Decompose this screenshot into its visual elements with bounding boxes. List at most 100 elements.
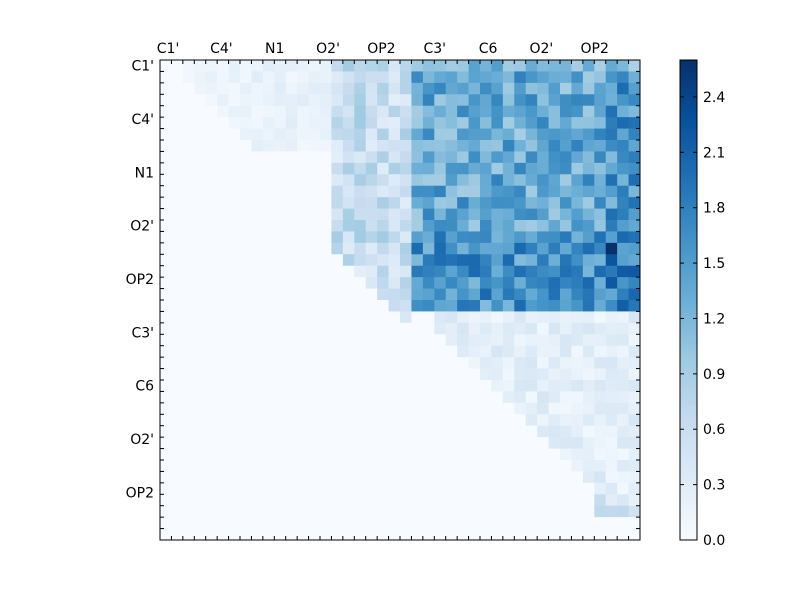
heatmap-cell xyxy=(525,185,538,198)
heatmap-cell xyxy=(182,60,195,72)
heatmap-cell xyxy=(331,357,344,369)
heatmap-cell xyxy=(480,402,492,415)
heatmap-cell xyxy=(445,60,458,72)
heatmap-cell xyxy=(560,357,572,369)
heatmap-cell xyxy=(628,402,641,415)
heatmap-cell xyxy=(297,254,309,267)
heatmap-cell xyxy=(480,71,492,84)
heatmap-cell xyxy=(365,265,378,278)
heatmap-cell xyxy=(297,414,309,427)
heatmap-cell xyxy=(388,322,401,335)
heatmap-cell xyxy=(617,140,629,152)
heatmap-cell xyxy=(331,460,344,472)
heatmap-cell xyxy=(160,197,172,209)
heatmap-cell xyxy=(560,60,572,72)
heatmap-cell xyxy=(205,517,218,529)
heatmap-cell xyxy=(354,391,367,404)
heatmap-cell xyxy=(354,482,367,495)
heatmap-cell xyxy=(171,231,184,244)
heatmap-cell xyxy=(594,517,607,529)
heatmap-cell xyxy=(182,391,195,404)
heatmap-cell xyxy=(525,311,538,324)
heatmap-cell xyxy=(582,254,595,267)
heatmap-cell xyxy=(331,448,344,461)
heatmap-cell xyxy=(537,402,549,415)
heatmap-cell xyxy=(388,105,401,118)
heatmap-cell xyxy=(445,220,458,232)
heatmap-cell xyxy=(617,220,629,232)
heatmap-cell xyxy=(411,311,424,324)
heatmap-cell xyxy=(560,402,572,415)
heatmap-cell xyxy=(205,105,218,118)
heatmap-cell xyxy=(571,311,584,324)
heatmap-cell xyxy=(160,391,172,404)
heatmap-cell xyxy=(251,425,264,438)
y-tick-label: C4' xyxy=(131,112,154,128)
heatmap-cell xyxy=(194,265,207,278)
heatmap-cell xyxy=(617,162,629,175)
heatmap-cell xyxy=(480,277,492,289)
heatmap-cell xyxy=(605,322,618,335)
heatmap-cell xyxy=(434,345,447,358)
heatmap-cell xyxy=(411,140,424,152)
heatmap-cell xyxy=(320,368,332,381)
heatmap-cell xyxy=(514,322,527,335)
heatmap-cell xyxy=(365,334,378,347)
heatmap-cell xyxy=(285,140,298,152)
heatmap-cell xyxy=(205,71,218,84)
heatmap-cell xyxy=(320,82,332,95)
heatmap-cell xyxy=(240,334,252,347)
heatmap-cell xyxy=(422,208,435,221)
heatmap-cell xyxy=(457,300,469,312)
heatmap-cell xyxy=(217,391,229,404)
heatmap-cell xyxy=(217,208,229,221)
heatmap-cell xyxy=(262,208,275,221)
heatmap-cell xyxy=(514,242,527,255)
heatmap-cell xyxy=(605,357,618,369)
heatmap-cell xyxy=(217,151,229,164)
heatmap-cell xyxy=(502,517,515,529)
heatmap-cell xyxy=(537,277,549,289)
heatmap-cell xyxy=(308,437,321,449)
heatmap-cell xyxy=(228,197,241,209)
heatmap-cell xyxy=(262,105,275,118)
heatmap-cell xyxy=(480,437,492,449)
heatmap-cell xyxy=(457,231,469,244)
heatmap-cell xyxy=(228,345,241,358)
heatmap-cell xyxy=(262,517,275,529)
heatmap-cell xyxy=(571,402,584,415)
heatmap-cell xyxy=(628,242,641,255)
heatmap-cell xyxy=(617,277,629,289)
heatmap-cell xyxy=(411,117,424,129)
heatmap-cell xyxy=(342,277,355,289)
heatmap-cell xyxy=(560,322,572,335)
heatmap-cell xyxy=(308,357,321,369)
heatmap-cell xyxy=(525,277,538,289)
heatmap-cell xyxy=(480,174,492,187)
heatmap-cell xyxy=(400,71,412,84)
heatmap-cell xyxy=(240,231,252,244)
heatmap-cell xyxy=(331,231,344,244)
heatmap-cell xyxy=(617,380,629,392)
heatmap-cell xyxy=(365,82,378,95)
heatmap-cell xyxy=(468,334,481,347)
heatmap-cell xyxy=(445,254,458,267)
heatmap-cell xyxy=(320,357,332,369)
heatmap-cell xyxy=(400,174,412,187)
heatmap-cell xyxy=(182,71,195,84)
heatmap-cell xyxy=(240,300,252,312)
heatmap-cell xyxy=(320,254,332,267)
heatmap-cell xyxy=(468,391,481,404)
heatmap-cell xyxy=(228,402,241,415)
heatmap-cell xyxy=(377,208,389,221)
heatmap-cell xyxy=(354,265,367,278)
heatmap-cell xyxy=(217,117,229,129)
heatmap-cell xyxy=(422,437,435,449)
heatmap-cell xyxy=(571,220,584,232)
heatmap-cell xyxy=(434,322,447,335)
heatmap-cell xyxy=(331,60,344,72)
heatmap-cell xyxy=(388,345,401,358)
heatmap-cell xyxy=(617,425,629,438)
heatmap-cell xyxy=(308,425,321,438)
heatmap-cell xyxy=(251,128,264,141)
